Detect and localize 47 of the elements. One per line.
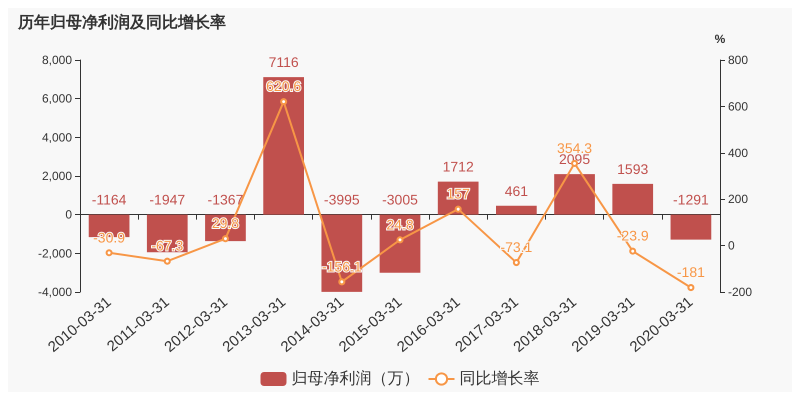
- bar: [612, 184, 654, 215]
- data-label: 1593: [617, 160, 649, 177]
- data-label: -1291: [673, 192, 710, 208]
- y2-tick-label: 800: [728, 53, 748, 67]
- y-tick-label: -2,000: [38, 246, 72, 260]
- point: [687, 284, 694, 292]
- y-tick-label: 0: [65, 208, 72, 222]
- legend-label: 同比增长率: [460, 370, 540, 388]
- y2-axis-title: %: [714, 32, 726, 46]
- point: [222, 235, 229, 242]
- point: [338, 278, 346, 286]
- point: [629, 248, 636, 255]
- point: [396, 236, 404, 244]
- data-label: 157: [446, 186, 470, 202]
- bar: [554, 174, 595, 215]
- data-label: 24.8: [386, 216, 414, 232]
- data-label: -3005: [382, 192, 418, 208]
- point: [454, 206, 462, 213]
- data-label: -67.3: [151, 238, 184, 254]
- bar: [670, 214, 712, 240]
- y-tick-label: -4,000: [38, 285, 72, 299]
- y2-tick-label: -200: [728, 285, 752, 299]
- data-label: 620.6: [266, 78, 302, 94]
- y2-tick-label: 400: [728, 146, 748, 160]
- data-label: -1164: [92, 192, 127, 208]
- data-label: 1712: [442, 158, 474, 175]
- data-label: 461: [504, 182, 528, 199]
- y-tick-label: 6,000: [42, 92, 72, 106]
- y-tick-label: 4,000: [42, 130, 72, 144]
- point: [164, 258, 171, 265]
- data-label: -1947: [149, 192, 186, 208]
- y-tick-label: 2,000: [42, 169, 72, 183]
- chart-title: 历年归母净利润及同比增长率: [17, 12, 226, 32]
- data-label: -156.1: [322, 258, 362, 274]
- bar: [263, 77, 304, 215]
- point: [106, 249, 113, 256]
- point: [280, 98, 288, 106]
- data-label: 7116: [268, 54, 299, 70]
- point: [512, 259, 520, 266]
- y2-tick-label: 600: [728, 99, 748, 114]
- y2-tick-label: 200: [728, 192, 748, 206]
- data-label: -181: [676, 264, 706, 280]
- y-tick-label: 8,000: [42, 53, 72, 67]
- y2-tick-label: 0: [728, 238, 735, 253]
- legend-label: 归母净利润（万）: [292, 370, 420, 388]
- bar: [496, 206, 537, 215]
- data-label: -3995: [324, 192, 360, 208]
